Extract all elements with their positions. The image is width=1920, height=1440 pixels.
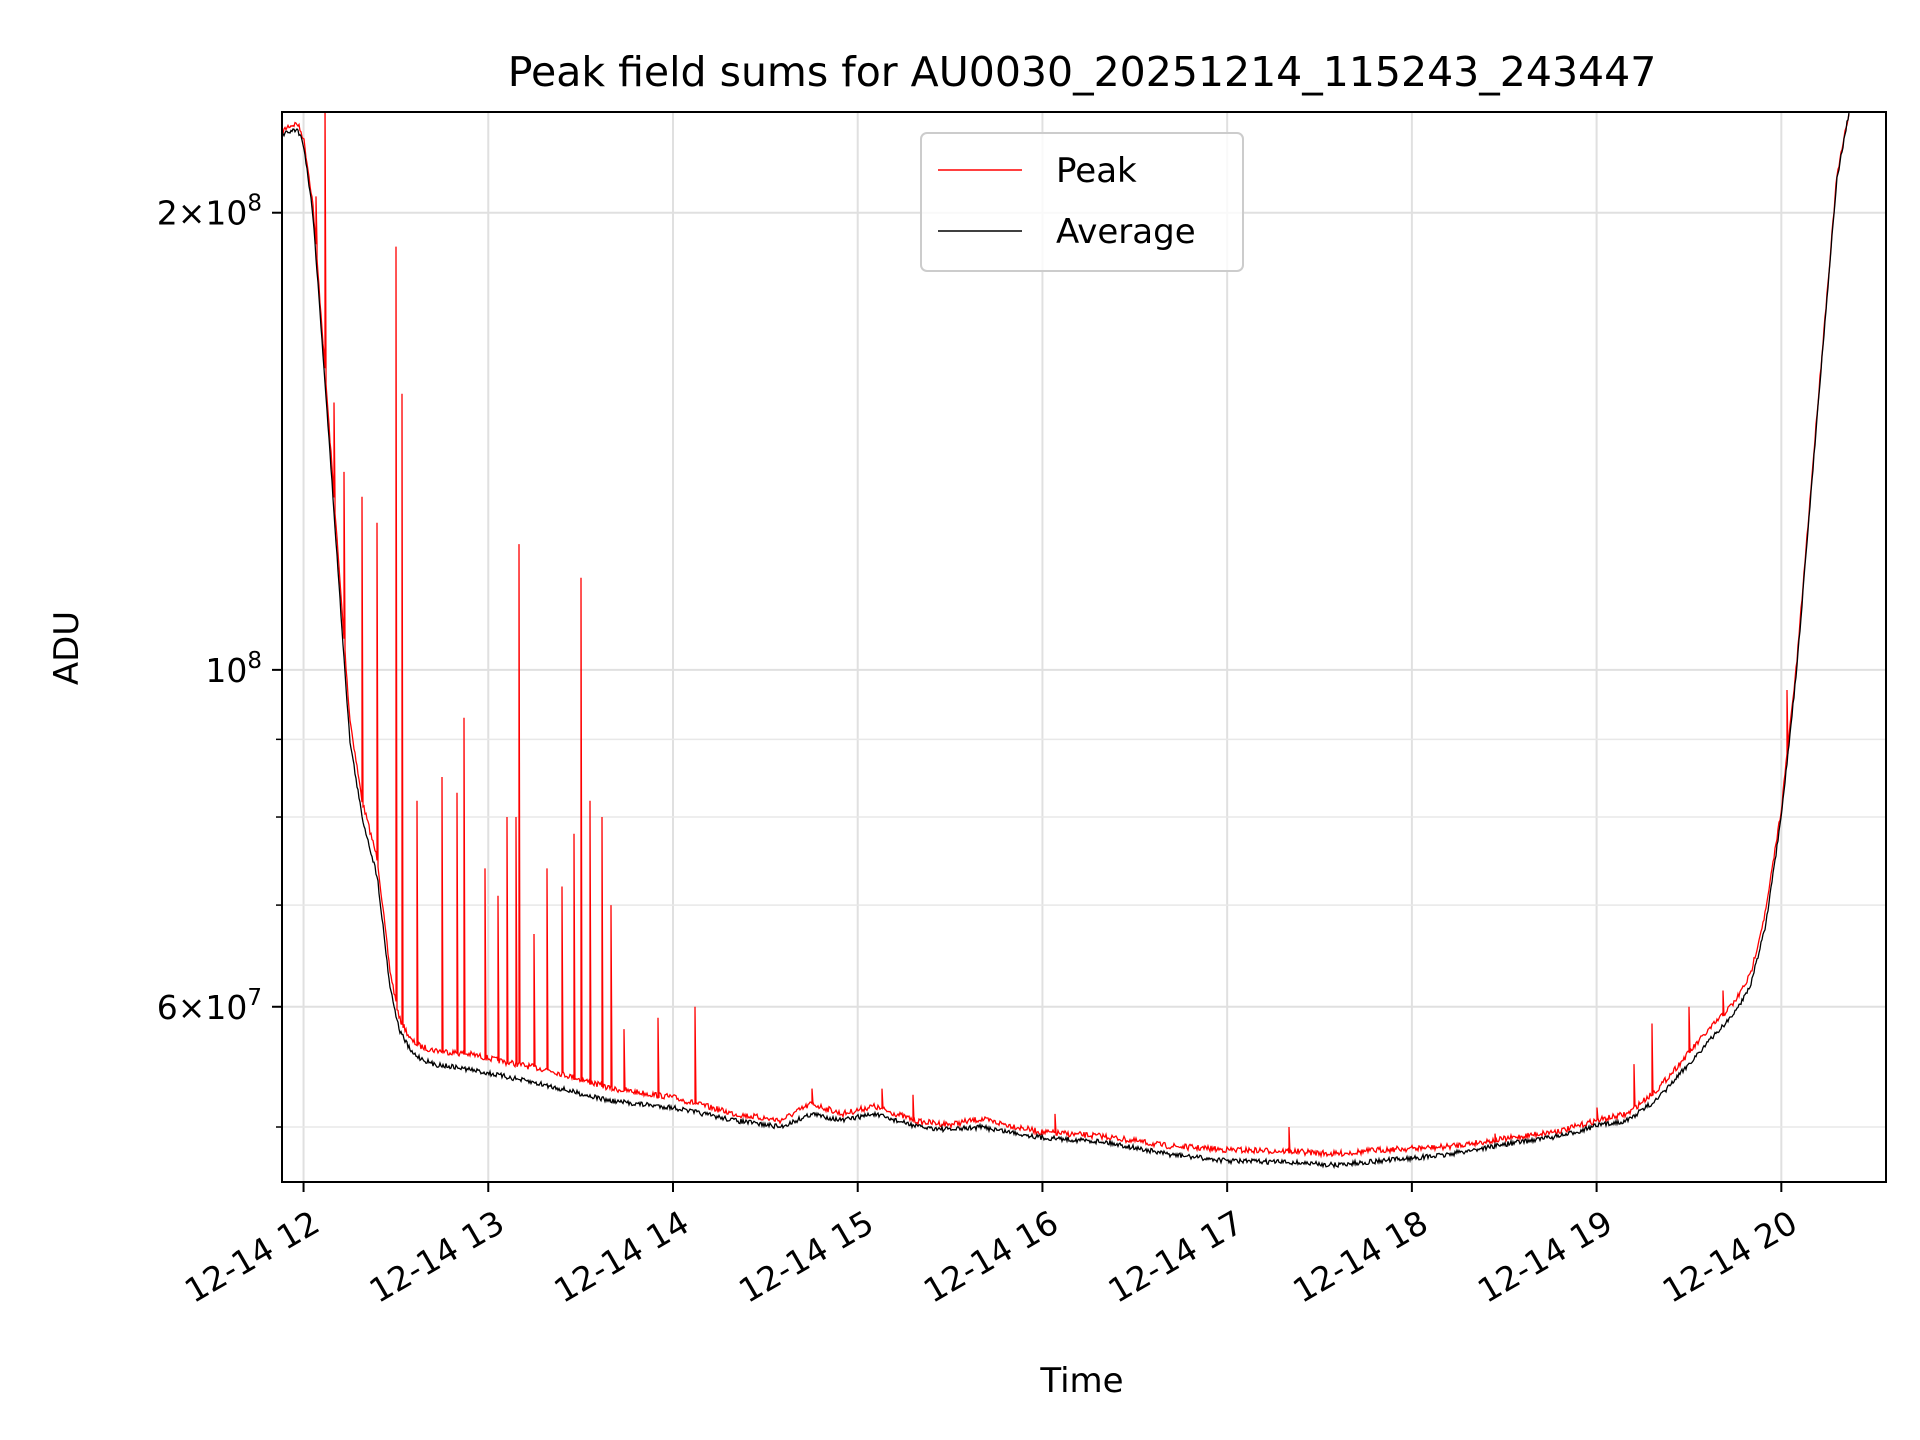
y-tick-label: 6×107 xyxy=(157,985,262,1027)
legend-box xyxy=(920,132,1244,272)
legend: Peak Average xyxy=(920,132,1244,272)
series-line-peak xyxy=(282,112,1850,1159)
x-axis-label: Time xyxy=(1039,1361,1123,1401)
legend-label-peak: Peak xyxy=(1056,151,1137,191)
y-axis: 2×108 108 6×107 xyxy=(157,191,282,1128)
chart-title: Peak field sums for AU0030_20251214_1152… xyxy=(508,48,1657,96)
plot-area-frame xyxy=(281,111,1887,1183)
y-tick-label: 2×108 xyxy=(157,191,262,233)
plot-series xyxy=(282,112,1850,1170)
series-line-average xyxy=(282,112,1850,1170)
y-axis-label: ADU xyxy=(47,611,87,685)
series-clip-group xyxy=(282,112,1850,1170)
legend-label-average: Average xyxy=(1056,212,1196,252)
y-tick-label: 108 xyxy=(205,648,262,690)
